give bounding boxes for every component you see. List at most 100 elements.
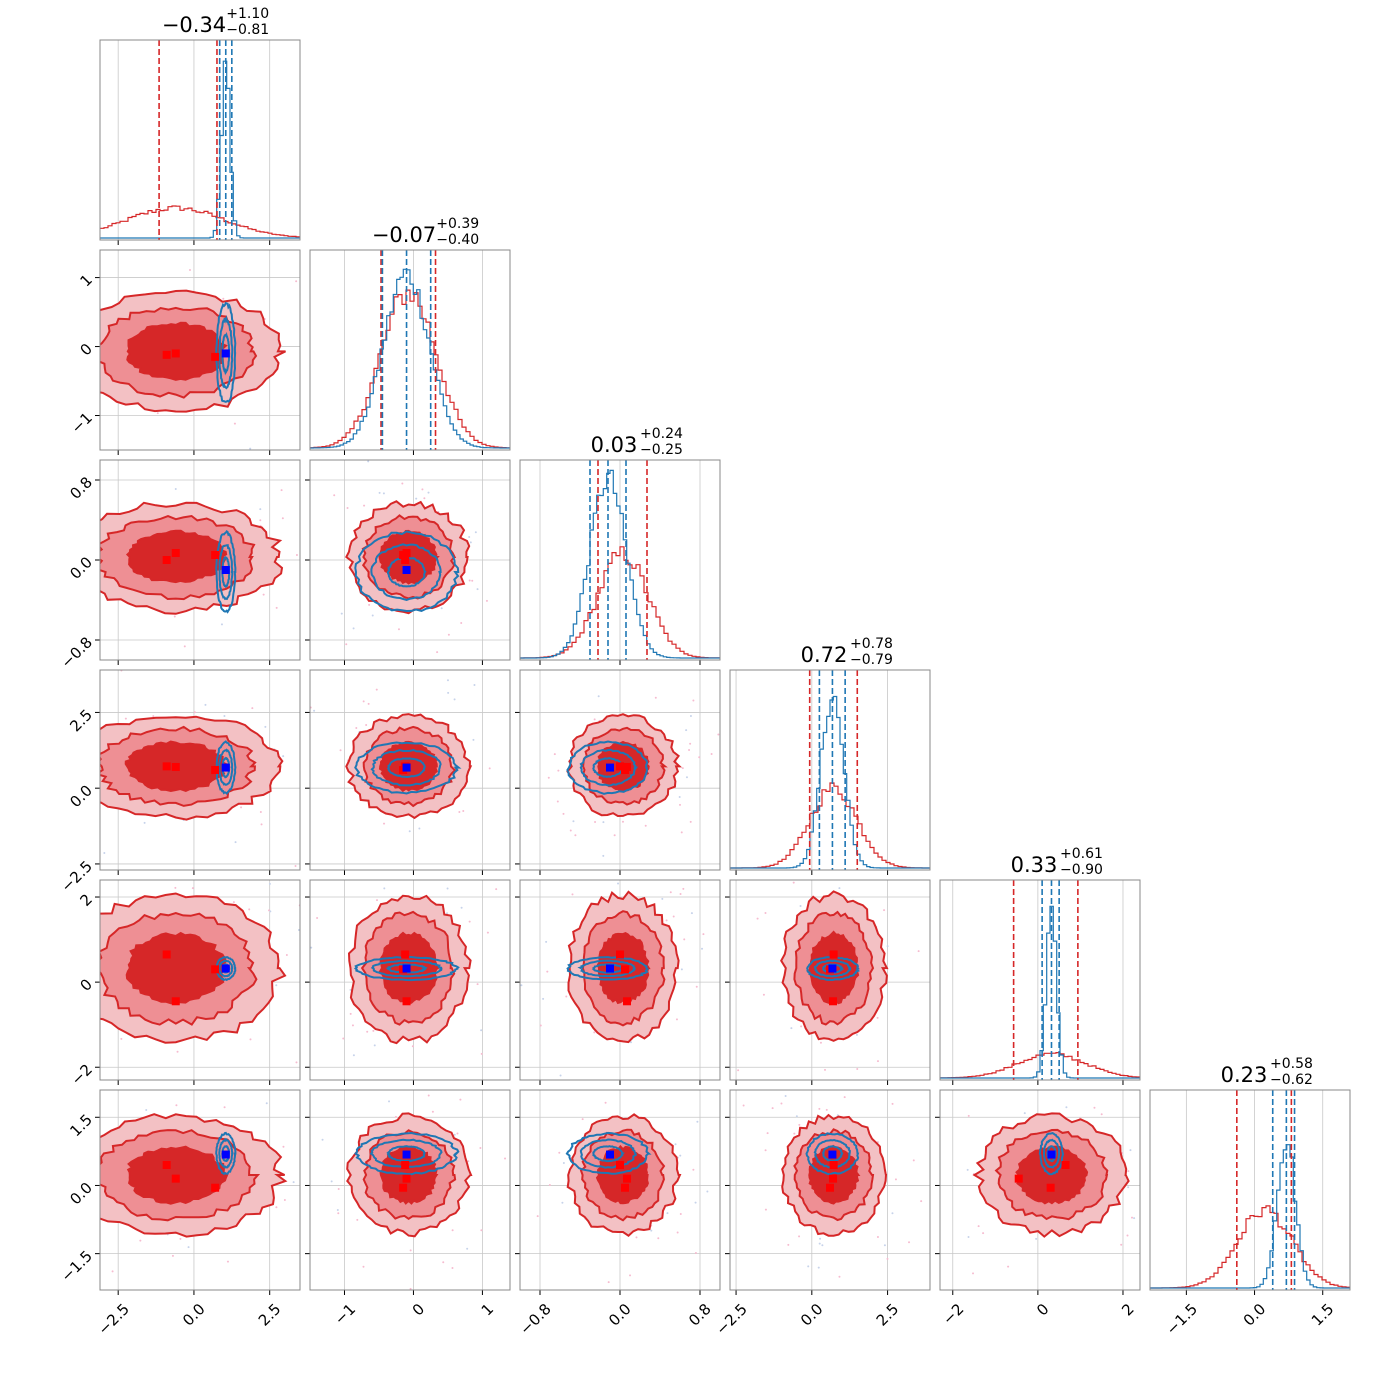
panel-frame — [309, 1089, 511, 1291]
sample-point — [819, 1041, 822, 1044]
sample-point — [77, 753, 79, 755]
sample-point — [480, 1229, 483, 1232]
sample-point — [553, 753, 556, 756]
y-tick-label: −2 — [68, 1061, 96, 1089]
panel-title-plus-4: +0.61 — [1060, 846, 1103, 862]
sample-point — [328, 839, 330, 841]
blue-contour-1 — [577, 959, 636, 978]
x-tick-label: −2 — [939, 1300, 967, 1328]
sample-point — [581, 1118, 584, 1121]
sample-point — [982, 1232, 985, 1235]
blue-contour-1 — [218, 543, 234, 601]
sample-point — [617, 882, 620, 885]
sample-point — [415, 497, 418, 500]
sample-point — [174, 886, 177, 889]
panel-frame — [519, 459, 721, 661]
marker-blue — [221, 964, 230, 973]
sample-point — [1120, 1243, 1123, 1246]
sample-point — [96, 701, 98, 703]
sample-point — [856, 1067, 859, 1070]
sample-point — [355, 1087, 357, 1089]
marker-blue — [402, 566, 411, 574]
sample-point — [61, 692, 63, 694]
marker-red — [171, 349, 180, 358]
sample-point — [292, 1181, 295, 1184]
sample-point — [418, 827, 421, 830]
marker-blue — [221, 566, 230, 574]
sample-point — [204, 703, 207, 706]
sample-point — [63, 339, 65, 341]
histogram-red-1 — [310, 289, 510, 449]
sample-point — [604, 1101, 607, 1104]
sample-point — [818, 1107, 821, 1110]
marker-red — [171, 997, 180, 1006]
panel-frame — [519, 1089, 721, 1291]
sample-point — [367, 460, 370, 463]
x-tick-label: 0 — [409, 1300, 428, 1319]
sample-point — [431, 1110, 434, 1113]
sample-point — [38, 566, 40, 568]
sample-point — [383, 822, 386, 825]
sample-point — [282, 755, 285, 758]
sample-point — [1007, 1265, 1010, 1268]
marker-red — [402, 997, 411, 1006]
x-tick-label: −2.5 — [712, 1300, 750, 1338]
sample-point — [762, 1220, 764, 1222]
sample-point — [679, 1154, 682, 1157]
sample-point — [495, 888, 498, 891]
sample-point — [819, 1237, 822, 1240]
sample-point — [15, 747, 17, 749]
sample-point — [240, 806, 243, 809]
y-tick-label: 0.0 — [66, 781, 96, 811]
sample-point — [103, 852, 106, 855]
x-tick-label: 0.8 — [685, 1300, 715, 1330]
diagonal-panel-4: 0.33 +0.61−0.90 — [939, 846, 1141, 1085]
panel-2-1 — [305, 459, 511, 665]
marker-red — [211, 1183, 220, 1192]
sample-point — [855, 1033, 858, 1036]
sample-point — [436, 651, 439, 654]
sample-point — [375, 688, 378, 691]
sample-point — [80, 1212, 82, 1214]
panel-frame — [729, 669, 931, 871]
panel-title-value-4: 0.33 — [1011, 853, 1058, 877]
sample-point — [310, 946, 313, 949]
diagonal-panel-0: −0.34 +1.10−0.81 — [99, 6, 301, 245]
sample-point — [790, 1027, 793, 1030]
sample-point — [702, 933, 705, 936]
sample-point — [303, 511, 305, 513]
sample-point — [966, 1168, 969, 1171]
sample-point — [302, 760, 304, 762]
blue-contour-0 — [353, 956, 460, 982]
sample-point — [572, 820, 575, 823]
sample-point — [562, 812, 565, 815]
sample-point — [40, 782, 42, 784]
sample-point — [83, 1153, 85, 1155]
sample-point — [814, 1073, 816, 1075]
sample-point — [280, 489, 283, 492]
sample-point — [90, 449, 92, 451]
marker-red — [616, 762, 624, 771]
sample-point — [485, 599, 488, 602]
sample-point — [539, 1024, 542, 1027]
sample-point — [1088, 1315, 1090, 1317]
x-tick-label: 1.5 — [1308, 1300, 1338, 1330]
sample-point — [972, 1272, 975, 1275]
sample-point — [661, 897, 664, 900]
marker-blue — [606, 763, 614, 772]
marker-red — [162, 950, 171, 959]
sample-point — [94, 960, 96, 962]
y-tick-label: −1.5 — [58, 1247, 96, 1285]
panel-frame — [99, 249, 301, 451]
panel-4-1 — [305, 839, 511, 1085]
sample-point — [82, 924, 84, 926]
sample-point — [268, 882, 271, 885]
sample-point — [355, 726, 358, 729]
sample-point — [635, 1236, 638, 1239]
sample-point — [480, 1029, 483, 1032]
blue-contour-1 — [579, 748, 639, 787]
sample-point — [689, 820, 692, 823]
sample-point — [710, 752, 713, 755]
marker-red — [623, 1174, 631, 1183]
marker-red — [616, 1161, 624, 1169]
